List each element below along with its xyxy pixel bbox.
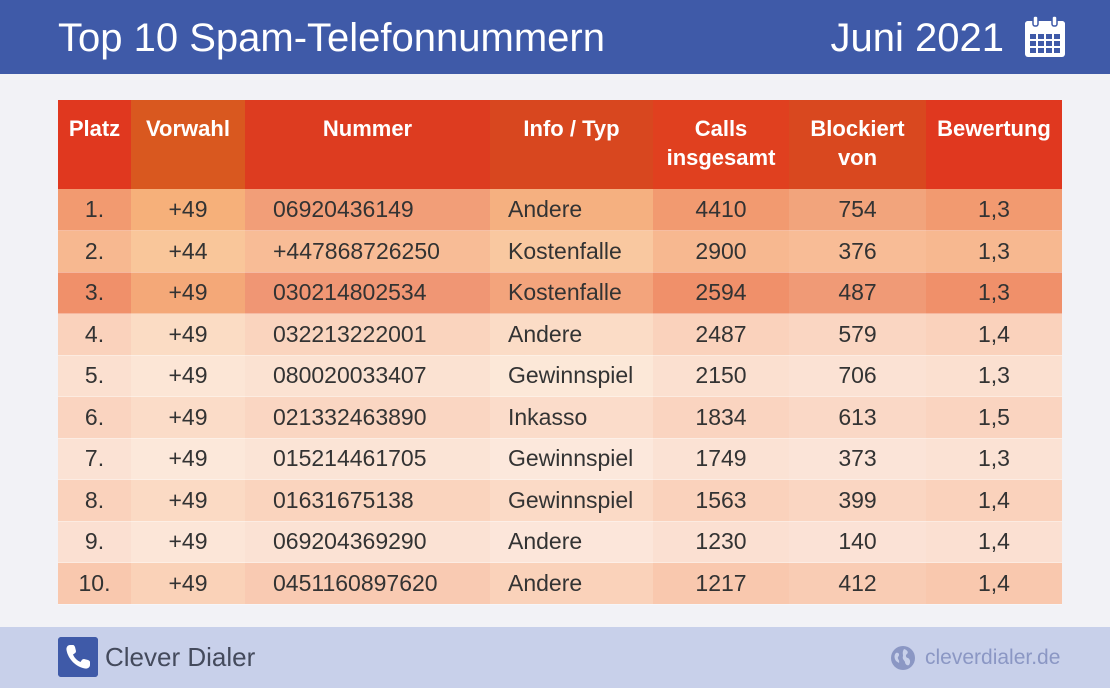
table-header-row: Platz Vorwahl Nummer Info / Typ Calls in… [58, 100, 1062, 189]
table-row: 2. +44 +447868726250 Kostenfalle 2900 376 1,3 [58, 230, 1062, 273]
cell-vorwahl: +49 [131, 521, 245, 563]
cell-nummer: 015214461705 [245, 438, 490, 480]
cell-bewertung: 1,3 [926, 438, 1062, 480]
column-header-blockiert: Blockiert von [789, 100, 926, 189]
cell-info: Gewinnspiel [490, 355, 653, 397]
cell-calls: 2594 [653, 272, 789, 314]
table-row: 10. +49 0451160897620 Andere 1217 412 1,4 [58, 562, 1062, 605]
phone-icon [58, 637, 98, 677]
cell-info: Kostenfalle [490, 230, 653, 273]
cell-platz: 1. [58, 189, 131, 231]
table-row: 1. +49 06920436149 Andere 4410 754 1,3 [58, 189, 1062, 231]
cell-blockiert: 754 [789, 189, 926, 231]
cell-vorwahl: +49 [131, 189, 245, 231]
cell-vorwahl: +49 [131, 562, 245, 605]
cell-calls: 1834 [653, 396, 789, 439]
cell-bewertung: 1,5 [926, 396, 1062, 439]
column-header-info: Info / Typ [490, 100, 653, 189]
cell-nummer: 030214802534 [245, 272, 490, 314]
cell-nummer: 06920436149 [245, 189, 490, 231]
cell-bewertung: 1,3 [926, 272, 1062, 314]
table-row: 8. +49 01631675138 Gewinnspiel 1563 399 1,4 [58, 479, 1062, 522]
cell-bewertung: 1,4 [926, 479, 1062, 522]
cell-info: Andere [490, 189, 653, 231]
cell-calls: 2487 [653, 313, 789, 356]
cell-platz: 8. [58, 479, 131, 522]
globe-icon [891, 646, 915, 670]
cell-bewertung: 1,4 [926, 313, 1062, 356]
cell-nummer: 069204369290 [245, 521, 490, 563]
cell-info: Andere [490, 521, 653, 563]
cell-nummer: 01631675138 [245, 479, 490, 522]
cell-platz: 4. [58, 313, 131, 356]
column-header-nummer: Nummer [245, 100, 490, 189]
cell-blockiert: 373 [789, 438, 926, 480]
cell-info: Inkasso [490, 396, 653, 439]
column-header-platz: Platz [58, 100, 131, 189]
cell-blockiert: 376 [789, 230, 926, 273]
cell-nummer: +447868726250 [245, 230, 490, 273]
cell-vorwahl: +49 [131, 272, 245, 314]
cell-vorwahl: +49 [131, 313, 245, 356]
cell-calls: 1563 [653, 479, 789, 522]
table-row: 9. +49 069204369290 Andere 1230 140 1,4 [58, 521, 1062, 563]
header-bar: Top 10 Spam-Telefonnummern Juni 2021 [0, 0, 1110, 74]
brand-name: Clever Dialer [105, 642, 256, 672]
cell-calls: 1230 [653, 521, 789, 563]
table-row: 6. +49 021332463890 Inkasso 1834 613 1,5 [58, 396, 1062, 439]
cell-nummer: 080020033407 [245, 355, 490, 397]
cell-blockiert: 140 [789, 521, 926, 563]
cell-vorwahl: +49 [131, 355, 245, 397]
cell-bewertung: 1,4 [926, 562, 1062, 605]
cell-vorwahl: +49 [131, 396, 245, 439]
cell-platz: 6. [58, 396, 131, 439]
cell-platz: 5. [58, 355, 131, 397]
cell-blockiert: 579 [789, 313, 926, 356]
cell-platz: 9. [58, 521, 131, 563]
cell-blockiert: 706 [789, 355, 926, 397]
cell-platz: 10. [58, 562, 131, 605]
cell-platz: 3. [58, 272, 131, 314]
cell-nummer: 021332463890 [245, 396, 490, 439]
spam-numbers-table: Platz Vorwahl Nummer Info / Typ Calls in… [58, 100, 1062, 605]
cell-blockiert: 399 [789, 479, 926, 522]
page-title: Top 10 Spam-Telefonnummern [58, 16, 605, 60]
cell-platz: 7. [58, 438, 131, 480]
cell-calls: 2150 [653, 355, 789, 397]
cell-info: Kostenfalle [490, 272, 653, 314]
cell-bewertung: 1,3 [926, 230, 1062, 273]
cell-nummer: 0451160897620 [245, 562, 490, 605]
cell-info: Gewinnspiel [490, 479, 653, 522]
table-row: 5. +49 080020033407 Gewinnspiel 2150 706 1,3 [58, 355, 1062, 397]
cell-blockiert: 487 [789, 272, 926, 314]
column-header-bewertung: Bewertung [926, 100, 1062, 189]
cell-calls: 1217 [653, 562, 789, 605]
cell-bewertung: 1,3 [926, 355, 1062, 397]
cell-platz: 2. [58, 230, 131, 273]
cell-bewertung: 1,4 [926, 521, 1062, 563]
cell-vorwahl: +49 [131, 438, 245, 480]
cell-info: Andere [490, 562, 653, 605]
calendar-icon [1025, 15, 1065, 57]
table-row: 3. +49 030214802534 Kostenfalle 2594 487 1,3 [58, 272, 1062, 314]
cell-blockiert: 412 [789, 562, 926, 605]
cell-bewertung: 1,3 [926, 189, 1062, 231]
cell-info: Gewinnspiel [490, 438, 653, 480]
column-header-vorwahl: Vorwahl [131, 100, 245, 189]
cell-vorwahl: +44 [131, 230, 245, 273]
footer-bar: Clever Dialer cleverdialer.de [0, 627, 1110, 688]
cell-nummer: 032213222001 [245, 313, 490, 356]
cell-calls: 2900 [653, 230, 789, 273]
table-row: 7. +49 015214461705 Gewinnspiel 1749 373 1,3 [58, 438, 1062, 480]
date-label: Juni 2021 [830, 16, 1004, 60]
cell-calls: 1749 [653, 438, 789, 480]
column-header-calls: Calls insgesamt [653, 100, 789, 189]
cell-vorwahl: +49 [131, 479, 245, 522]
cell-blockiert: 613 [789, 396, 926, 439]
website-link[interactable]: cleverdialer.de [925, 646, 1061, 669]
table-row: 4. +49 032213222001 Andere 2487 579 1,4 [58, 313, 1062, 356]
cell-info: Andere [490, 313, 653, 356]
cell-calls: 4410 [653, 189, 789, 231]
